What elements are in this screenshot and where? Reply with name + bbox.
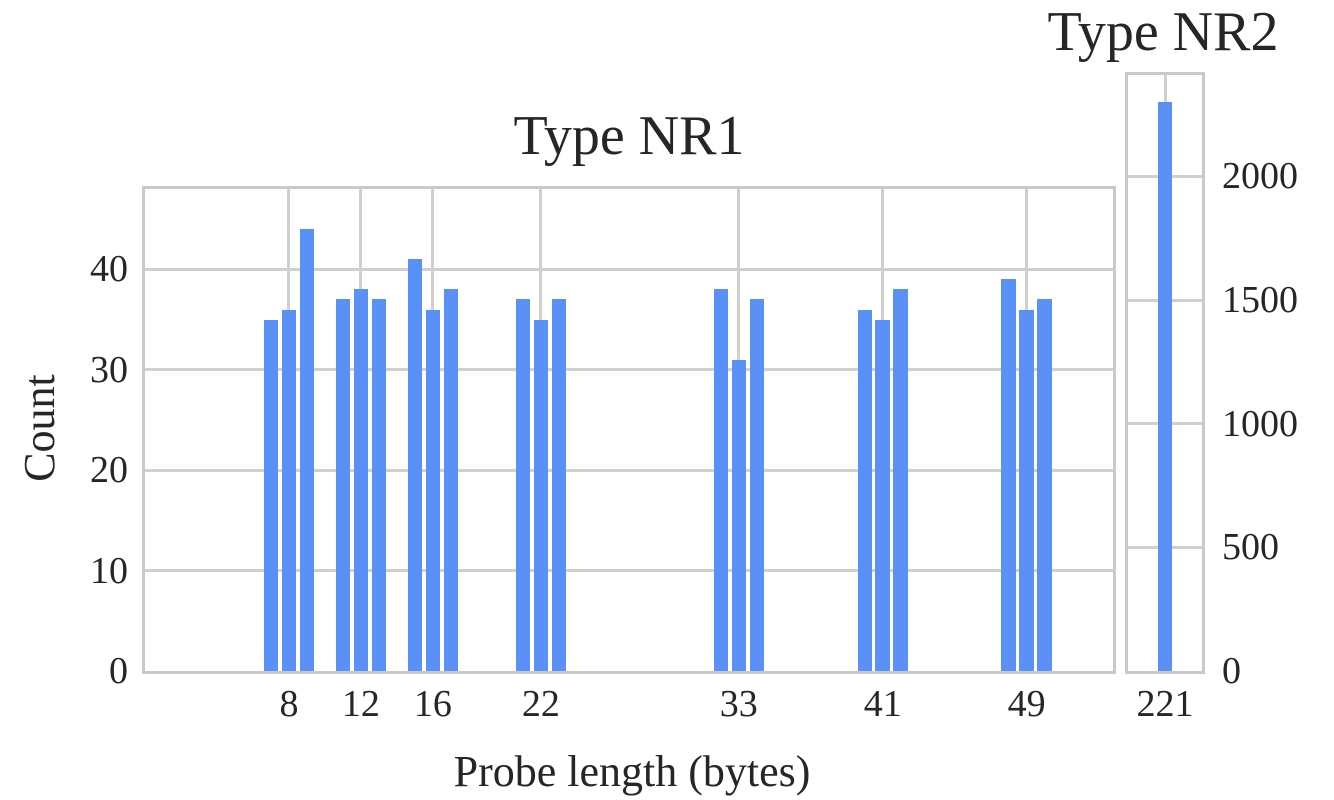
histogram-bar-x21: [515, 299, 531, 671]
y-tick-label: 10: [90, 549, 128, 592]
histogram-bar-x12: [353, 289, 369, 671]
histogram-bar-x13: [371, 299, 387, 671]
chart1-plot-area: [142, 186, 1116, 674]
y-tick-label: 20: [90, 449, 128, 492]
y-tick-label: 2000: [1222, 155, 1298, 198]
y-tick-label: 0: [1222, 650, 1241, 692]
histogram-bar-x221: [1157, 102, 1173, 671]
y-tick-label: 0: [109, 650, 128, 692]
histogram-bar-x16: [425, 309, 441, 671]
x-tick-label: 221: [1136, 683, 1194, 725]
histogram-bar-x41: [875, 319, 890, 671]
x-tick-label: 8: [279, 683, 299, 725]
h-gridline: [145, 468, 1113, 472]
histogram-bar-x8: [281, 309, 297, 671]
y-tick-label: 500: [1222, 526, 1279, 569]
y-tick-label: 30: [90, 348, 128, 391]
histogram-bar-x32: [713, 289, 728, 671]
histogram-bar-x15: [407, 259, 423, 671]
y-tick-label: 40: [90, 248, 128, 291]
chart1-title: Type NR1: [513, 105, 745, 167]
histogram-bar-x33: [731, 359, 746, 671]
chart2-title: Type NR2: [1047, 1, 1279, 63]
h-gridline: [145, 267, 1113, 271]
x-tick-label: 33: [719, 683, 758, 725]
x-tick-label: 12: [341, 683, 380, 725]
y-tick-label: 1500: [1222, 279, 1298, 322]
histogram-bar-x17: [443, 289, 459, 671]
histogram-bar-x34: [749, 299, 764, 671]
histogram-bar-x49: [1019, 309, 1034, 671]
h-gridline: [145, 569, 1113, 573]
histogram-bar-x40: [857, 309, 872, 671]
chart1-x-axis-label: Probe length (bytes): [453, 747, 811, 796]
histogram-bar-x50: [1037, 299, 1052, 671]
x-tick-label: 41: [863, 683, 902, 725]
chart2-plot-area: [1125, 72, 1205, 674]
histogram-bar-x7: [263, 319, 279, 671]
histogram-bar-x42: [893, 289, 908, 671]
x-tick-label: 22: [521, 683, 560, 725]
histogram-bar-x23: [551, 299, 567, 671]
histogram-bar-x9: [299, 229, 315, 671]
histogram-bar-x22: [533, 319, 549, 671]
x-tick-label: 49: [1007, 683, 1046, 725]
histogram-bar-x48: [1001, 279, 1016, 671]
h-gridline: [145, 368, 1113, 372]
histogram-bar-x11: [335, 299, 351, 671]
y-tick-label: 1000: [1222, 402, 1298, 445]
x-tick-label: 16: [413, 683, 452, 725]
